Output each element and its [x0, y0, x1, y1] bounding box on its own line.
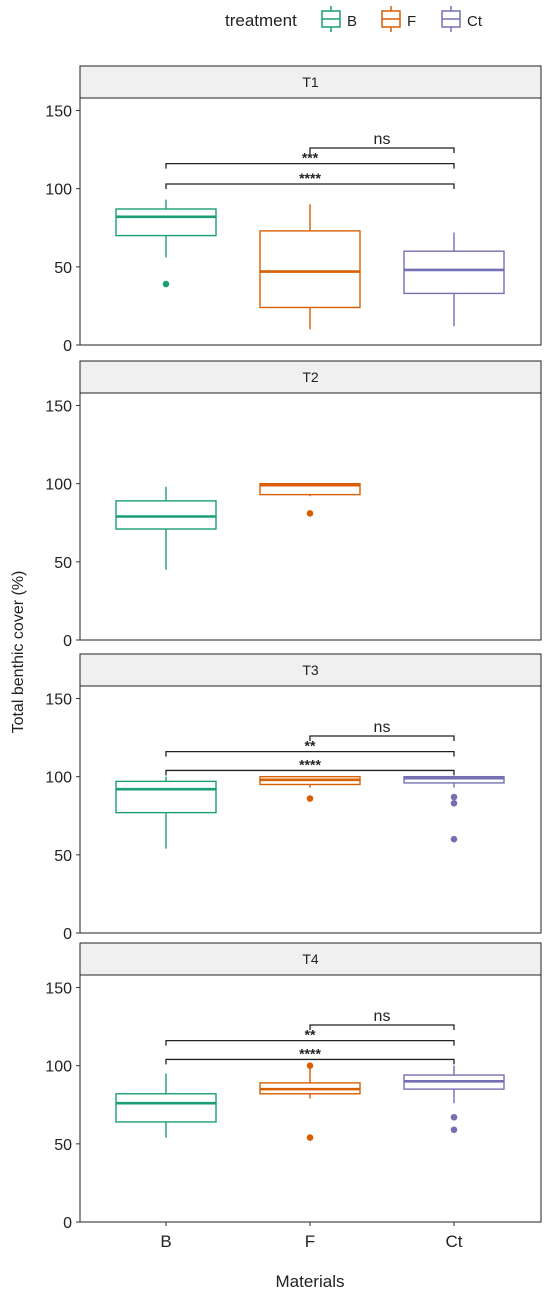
legend-item-f: F [381, 6, 416, 32]
legend-label: Ct [467, 13, 483, 30]
box-b [115, 776, 217, 849]
y-tick-label: 50 [54, 555, 72, 572]
significance-bracket: **** [165, 756, 455, 776]
outlier-point [306, 510, 314, 517]
panel-strip [79, 360, 542, 394]
outlier-point [306, 795, 314, 802]
significance-bracket: ** [165, 738, 455, 757]
box-ct [403, 775, 505, 843]
y-tick-label: 150 [45, 692, 72, 709]
panel-strip-label: T3 [302, 662, 319, 678]
panel-strip [79, 942, 542, 976]
y-tick-label: 150 [45, 981, 72, 998]
panel-plot-area [79, 685, 542, 934]
bracket-line [165, 751, 455, 757]
significance-bracket: *** [165, 150, 455, 169]
panel-t2: T2 0 50 100 150 [45, 360, 542, 650]
box-iqr [259, 482, 361, 496]
bracket-label: ** [305, 1027, 316, 1043]
x-tick-label: F [305, 1232, 315, 1251]
panel-strip-label: T4 [302, 951, 319, 967]
outlier-point [450, 799, 458, 807]
bracket-label: ns [374, 131, 391, 148]
panel-strip-label: T1 [302, 74, 319, 90]
bracket-line [309, 735, 455, 742]
bracket-line [165, 183, 455, 189]
bracket-line [309, 1024, 455, 1031]
y-tick-label: 150 [45, 104, 72, 121]
box-f [259, 204, 361, 330]
significance-bracket: **** [165, 170, 455, 189]
box-b [115, 199, 217, 288]
y-tick-label: 100 [45, 770, 72, 787]
bracket-label: ns [374, 719, 391, 736]
outlier-point [450, 1113, 458, 1121]
significance-bracket: ** [165, 1027, 455, 1046]
legend-label: B [347, 13, 357, 30]
y-tick-label: 150 [45, 399, 72, 416]
panel-strip [79, 65, 542, 99]
outlier-point [450, 1126, 458, 1134]
bracket-line [309, 147, 455, 154]
bracket-line [165, 1058, 455, 1065]
bracket-line [165, 1040, 455, 1046]
bracket-label: ** [305, 738, 316, 754]
box-iqr [259, 230, 361, 309]
outlier-point [306, 1134, 314, 1141]
y-tick-label: 100 [45, 477, 72, 494]
bracket-label: *** [302, 150, 319, 166]
y-tick-label: 50 [54, 260, 72, 277]
box-ct [403, 1065, 505, 1134]
bracket-label: ns [374, 1008, 391, 1025]
significance-bracket: **** [165, 1045, 455, 1065]
bracket-label: **** [299, 756, 321, 772]
significance-bracket: ns [309, 1008, 455, 1031]
legend-title: treatment [225, 11, 297, 30]
box-iqr [115, 780, 217, 814]
box-iqr [115, 500, 217, 530]
y-axis-label: Total benthic cover (%) [10, 571, 27, 734]
outlier-point [306, 1062, 314, 1069]
outlier-point [450, 835, 458, 843]
box-f [259, 1062, 361, 1141]
significance-bracket: ns [309, 719, 455, 742]
box-ct [403, 232, 505, 327]
significance-bracket: ns [309, 131, 455, 154]
bracket-label: **** [299, 170, 321, 186]
bracket-line [165, 769, 455, 776]
panels: T1050100150ns*******T2050100150T30501001… [45, 65, 542, 1251]
x-axis-label: Materials [276, 1272, 345, 1291]
box-f [259, 482, 361, 517]
y-tick-label: 50 [54, 848, 72, 865]
box-b [115, 486, 217, 570]
bracket-label: **** [299, 1045, 321, 1061]
y-tick-label: 100 [45, 1059, 72, 1076]
outlier-point [162, 280, 170, 288]
x-tick-label: B [160, 1232, 171, 1251]
y-tick-label: 50 [54, 1137, 72, 1154]
y-tick-label: 100 [45, 182, 72, 199]
legend-label: F [407, 13, 416, 30]
box-b [115, 1073, 217, 1138]
outlier-point [450, 793, 458, 801]
legend-item-ct: Ct [441, 6, 483, 32]
panel-strip-label: T2 [302, 369, 319, 385]
box-f [259, 775, 361, 802]
box-iqr [403, 250, 505, 295]
box-iqr [115, 1093, 217, 1123]
y-tick-label: 0 [63, 338, 72, 355]
legend: treatment B F Ct [225, 6, 483, 32]
y-tick-label: 0 [63, 926, 72, 943]
box-iqr [115, 208, 217, 237]
x-tick-label: Ct [446, 1232, 463, 1251]
y-tick-label: 0 [63, 1215, 72, 1232]
y-tick-label: 0 [63, 633, 72, 650]
legend-item-b: B [321, 6, 357, 32]
box-iqr [403, 775, 505, 784]
bracket-line [165, 163, 455, 169]
